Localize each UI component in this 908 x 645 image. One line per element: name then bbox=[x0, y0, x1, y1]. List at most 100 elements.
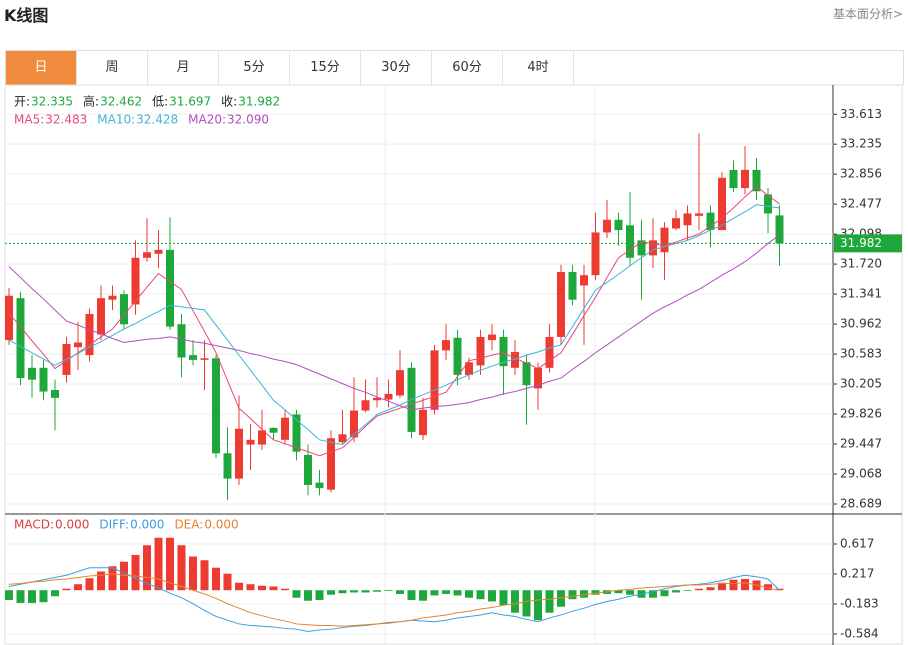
macd-bar bbox=[223, 573, 232, 591]
candle-body bbox=[614, 219, 623, 231]
macd-bar bbox=[591, 590, 600, 595]
macd-bar bbox=[465, 590, 473, 598]
indicator-line bbox=[8, 234, 780, 411]
macd-bar bbox=[74, 584, 82, 591]
y-tick-label: 30.962 bbox=[840, 317, 882, 331]
macd-bar bbox=[568, 590, 577, 600]
y-tick-label: -0.584 bbox=[840, 626, 879, 640]
macd-bar bbox=[350, 590, 358, 593]
page-title: K线图 bbox=[4, 6, 49, 25]
period-tab[interactable]: 4时 bbox=[503, 51, 574, 85]
macd-bar bbox=[189, 556, 197, 591]
candle-body bbox=[465, 362, 473, 375]
macd-bar bbox=[775, 588, 784, 591]
y-tick-label: 0.217 bbox=[840, 566, 874, 580]
info-text: DEA: bbox=[174, 518, 203, 532]
macd-bar bbox=[718, 582, 726, 591]
candle-body bbox=[660, 227, 669, 253]
y-tick-label: 31.341 bbox=[840, 287, 882, 301]
info-text: 32.483 bbox=[45, 113, 87, 127]
macd-bar bbox=[258, 585, 266, 591]
macd-bar bbox=[143, 545, 151, 591]
fundamentals-link[interactable]: 基本面分析> bbox=[832, 7, 903, 21]
macd-bar bbox=[741, 578, 749, 591]
macd-bar bbox=[120, 561, 128, 591]
macd-bar bbox=[269, 586, 278, 591]
macd-bar bbox=[212, 567, 220, 591]
candle-body bbox=[488, 334, 496, 341]
info-text: 高: bbox=[83, 94, 99, 109]
period-tab[interactable]: 月 bbox=[148, 51, 219, 85]
candle-body bbox=[16, 298, 25, 379]
info-text: 开: bbox=[14, 95, 30, 109]
last-price-label: 31.982 bbox=[840, 236, 882, 250]
period-tab[interactable]: 15分 bbox=[290, 51, 361, 85]
info-text: 32.090 bbox=[227, 113, 269, 127]
info-text: DIFF: bbox=[99, 518, 129, 532]
macd-bar bbox=[235, 582, 243, 591]
candle-body bbox=[683, 213, 692, 226]
period-tab[interactable]: 5分 bbox=[219, 51, 290, 85]
candle-body bbox=[85, 313, 94, 356]
period-tab[interactable]: 日 bbox=[6, 51, 77, 85]
candle-body bbox=[741, 169, 749, 189]
candle-body bbox=[522, 362, 531, 386]
macd-bar bbox=[246, 584, 255, 591]
macd-bar bbox=[108, 566, 117, 591]
candle-body bbox=[212, 358, 220, 454]
info-text: MA5: bbox=[14, 113, 44, 127]
candle-body bbox=[292, 414, 301, 452]
candle-body bbox=[39, 367, 48, 392]
y-tick-label: -0.183 bbox=[840, 596, 879, 610]
macd-bar bbox=[327, 590, 335, 595]
macd-bar bbox=[545, 590, 554, 613]
macd-bar bbox=[453, 590, 462, 596]
macd-bar bbox=[292, 590, 301, 598]
candle-body bbox=[304, 454, 312, 485]
macd-bar bbox=[488, 590, 496, 602]
macd-bar bbox=[373, 590, 381, 592]
y-tick-label: 29.826 bbox=[840, 407, 882, 421]
macd-bar bbox=[442, 590, 450, 594]
macd-bar bbox=[672, 590, 680, 593]
candle-body bbox=[752, 169, 761, 192]
macd-bar bbox=[5, 590, 13, 600]
indicator-line bbox=[8, 573, 780, 627]
macd-bar bbox=[131, 554, 140, 591]
macd-bar bbox=[200, 560, 209, 591]
candle-body bbox=[327, 438, 335, 490]
macd-bar bbox=[361, 590, 370, 593]
info-text: 31.982 bbox=[238, 95, 280, 109]
period-tab[interactable]: 周 bbox=[77, 51, 148, 85]
info-text: 0.000 bbox=[204, 518, 238, 532]
info-text: 32.428 bbox=[136, 113, 178, 127]
macd-bar bbox=[499, 590, 508, 606]
candle-body bbox=[430, 350, 439, 410]
candle-body bbox=[177, 324, 186, 358]
candle-body bbox=[97, 298, 105, 335]
macd-bar bbox=[764, 584, 772, 591]
macd-bar bbox=[649, 590, 657, 598]
candle-body bbox=[5, 295, 13, 341]
candle-body bbox=[281, 417, 289, 440]
candle-body bbox=[223, 453, 232, 479]
macd-bar bbox=[166, 537, 174, 591]
macd-bar bbox=[511, 590, 519, 613]
period-tab[interactable]: 30分 bbox=[361, 51, 432, 85]
y-tick-label: 32.477 bbox=[840, 197, 882, 211]
candle-body bbox=[235, 428, 243, 479]
period-tabs: 日周月 5分 15分 30分 60分 4时 bbox=[5, 50, 904, 85]
indicator-line bbox=[8, 185, 780, 457]
candle-body bbox=[764, 194, 772, 214]
candle-body bbox=[591, 232, 600, 276]
y-tick-label: 29.068 bbox=[840, 467, 882, 481]
candle-body bbox=[545, 336, 554, 368]
period-tab[interactable]: 60分 bbox=[432, 51, 503, 85]
candle-body bbox=[672, 218, 680, 229]
y-tick-label: 31.720 bbox=[840, 257, 882, 271]
info-text: 低: bbox=[152, 95, 168, 109]
candle-body bbox=[580, 275, 588, 286]
candle-body bbox=[166, 249, 174, 327]
macd-bar bbox=[338, 590, 347, 594]
